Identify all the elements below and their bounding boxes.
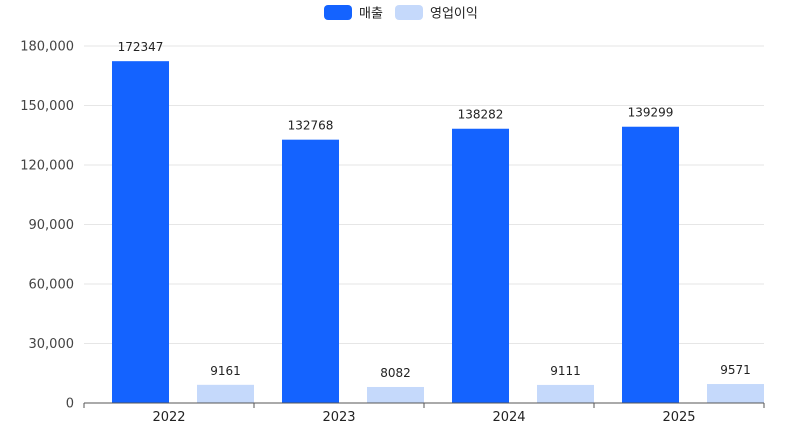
y-tick-label: 150,000	[20, 99, 74, 114]
x-tick-label: 2022	[152, 410, 185, 425]
bars: 172347 132768 138282 139299 9161 8082 9111 9571	[112, 40, 764, 404]
data-label: 9571	[720, 363, 751, 377]
y-tick-label: 0	[66, 397, 74, 412]
y-axis: 0 30,000 60,000 90,000 120,000 150,000 180,000	[20, 40, 74, 412]
y-tick-label: 120,000	[20, 159, 74, 174]
bar	[112, 61, 169, 403]
data-label: 9111	[550, 364, 581, 378]
x-tick-label: 2025	[662, 410, 695, 425]
y-tick-label: 60,000	[29, 278, 75, 293]
data-label: 172347	[118, 40, 164, 54]
x-tick-label: 2024	[492, 410, 525, 425]
bar	[622, 126, 679, 404]
bar	[452, 128, 509, 403]
legend-swatch	[324, 5, 352, 20]
x-axis: 2022 2023 2024 2025	[83, 402, 765, 425]
bar	[537, 384, 594, 403]
legend-label: 영업이익	[430, 7, 478, 22]
data-label: 138282	[458, 108, 504, 122]
data-label: 132768	[288, 119, 334, 133]
data-label: 139299	[628, 106, 674, 120]
legend-swatch	[395, 5, 423, 20]
bar	[282, 139, 339, 403]
y-tick-label: 180,000	[20, 40, 74, 55]
bar	[707, 384, 764, 403]
x-tick-label: 2023	[322, 410, 355, 425]
data-label: 9161	[210, 364, 241, 378]
y-tick-label: 30,000	[29, 337, 75, 352]
data-label: 8082	[380, 366, 411, 380]
legend-label: 매출	[359, 7, 383, 22]
legend: 매출 영업이익	[324, 5, 478, 22]
y-tick-label: 90,000	[29, 218, 75, 233]
bar	[197, 384, 254, 403]
bar	[367, 386, 424, 403]
